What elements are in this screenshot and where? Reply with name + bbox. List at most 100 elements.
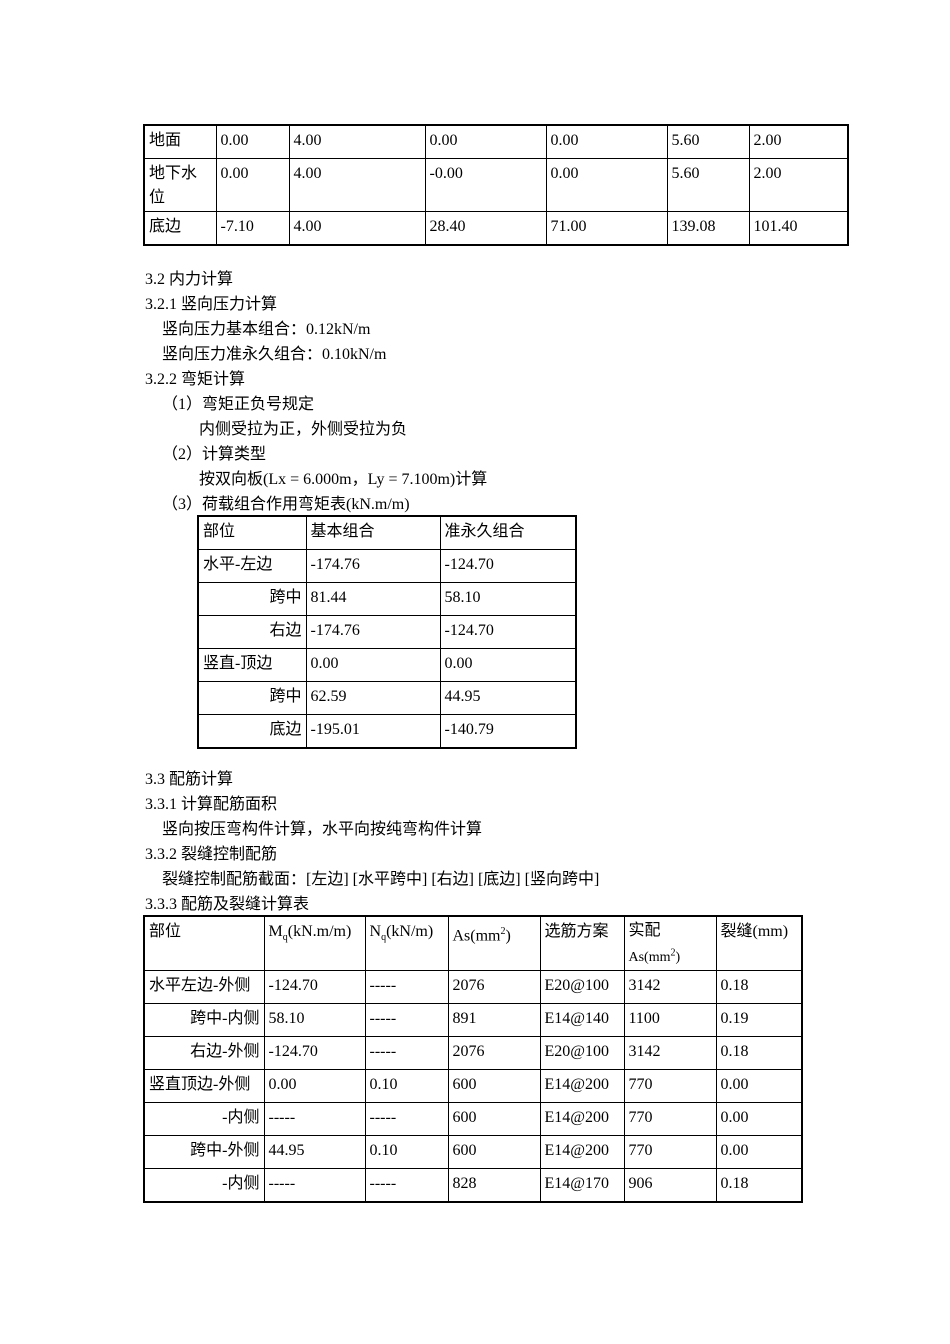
section-3-3-1-text: 竖向按压弯构件计算，水平向按纯弯构件计算 <box>162 821 483 838</box>
table-cell: -124.70 <box>439 615 577 649</box>
table-cell: ----- <box>364 1168 449 1203</box>
section-3-3-2-title: 3.3.2 裂缝控制配筋 <box>145 846 278 863</box>
load-table: 地面 0.00 4.00 0.00 0.00 5.60 2.00 地下水位 0.00 4.00 -0… <box>143 124 849 246</box>
table-cell: -124.70 <box>263 1036 366 1070</box>
table-cell: 4.00 <box>288 211 426 246</box>
table-cell: 水平左边-外侧 <box>143 970 265 1004</box>
table-cell: ----- <box>263 1168 366 1203</box>
table-cell: ----- <box>364 1036 449 1070</box>
table-row: -内侧 ----- ----- 600 E14@200 770 0.00 <box>143 1102 803 1136</box>
header-nq: Nq(kN/m) <box>364 915 449 971</box>
section-3-2-title: 3.2 内力计算 <box>145 271 234 288</box>
table-cell: -0.00 <box>424 158 547 212</box>
table-cell: 5.60 <box>666 124 750 159</box>
table-cell: 水平-左边 <box>197 549 307 583</box>
table-header-row: 部位 Mq(kN.m/m) Nq(kN/m) As(mm2) 选筋方案 实配 As… <box>143 915 803 971</box>
table-cell: 竖直顶边-外侧 <box>143 1069 265 1103</box>
section-3-3-1-title: 3.3.1 计算配筋面积 <box>145 796 278 813</box>
table-cell: -内侧 <box>143 1168 265 1203</box>
header-mq: Mq(kN.m/m) <box>263 915 366 971</box>
table-cell: ----- <box>364 970 449 1004</box>
table-cell: 600 <box>447 1135 541 1169</box>
table-cell: 770 <box>623 1102 717 1136</box>
table-cell: 0.18 <box>715 1036 803 1070</box>
table-cell: 跨中 <box>197 681 307 715</box>
table-cell: 跨中 <box>197 582 307 616</box>
table-cell: 2076 <box>447 1036 541 1070</box>
table-cell: 0.00 <box>715 1102 803 1136</box>
table-cell: 0.00 <box>715 1135 803 1169</box>
header-as: As(mm2) <box>447 915 541 971</box>
table-cell: 5.60 <box>666 158 750 212</box>
table-cell: 0.19 <box>715 1003 803 1037</box>
table-cell: 2076 <box>447 970 541 1004</box>
item-2: （2）计算类型 <box>162 446 267 463</box>
table-cell: 58.10 <box>263 1003 366 1037</box>
table-row: 水平左边-外侧 -124.70 ----- 2076 E20@100 3142 0.18 <box>143 970 803 1004</box>
table-cell: 44.95 <box>439 681 577 715</box>
table-cell: 770 <box>623 1069 717 1103</box>
table-header-row: 部位 基本组合 准永久组合 <box>197 515 577 550</box>
table-cell: E14@200 <box>539 1069 625 1103</box>
table-cell: E14@170 <box>539 1168 625 1203</box>
table-cell: 0.00 <box>263 1069 366 1103</box>
item-1-text: 内侧受拉为正，外侧受拉为负 <box>199 421 408 438</box>
table-cell: 770 <box>623 1135 717 1169</box>
table-cell: 0.00 <box>439 648 577 682</box>
table-row: -内侧 ----- ----- 828 E14@170 906 0.18 <box>143 1168 803 1203</box>
table-cell: 81.44 <box>305 582 441 616</box>
table-cell: 0.00 <box>215 124 290 159</box>
table-cell: E14@140 <box>539 1003 625 1037</box>
header-cell: 部位 <box>197 515 307 550</box>
table-cell: 0.18 <box>715 1168 803 1203</box>
section-3-2-1-title: 3.2.1 竖向压力计算 <box>145 296 278 313</box>
table-cell: E20@100 <box>539 1036 625 1070</box>
header-crack: 裂缝(mm) <box>715 915 803 971</box>
table-cell: 600 <box>447 1102 541 1136</box>
table-cell: 1100 <box>623 1003 717 1037</box>
table-row: 跨中-外侧 44.95 0.10 600 E14@200 770 0.00 <box>143 1135 803 1169</box>
reinforcement-table: 部位 Mq(kN.m/m) Nq(kN/m) As(mm2) 选筋方案 实配 As… <box>143 915 803 1203</box>
table-cell: 跨中-外侧 <box>143 1135 265 1169</box>
table-cell: 地面 <box>143 124 217 159</box>
table-cell: -124.70 <box>439 549 577 583</box>
section-3-3-2-text: 裂缝控制配筋截面：[左边] [水平跨中] [右边] [底边] [竖向跨中] <box>162 871 600 888</box>
table-row: 水平-左边 -174.76 -124.70 <box>197 549 577 583</box>
table-cell: 28.40 <box>424 211 547 246</box>
section-3-2-2-title: 3.2.2 弯矩计算 <box>145 371 246 388</box>
table-cell: 0.00 <box>215 158 290 212</box>
table-cell: -内侧 <box>143 1102 265 1136</box>
item-1: （1）弯矩正负号规定 <box>162 396 315 413</box>
item-3: （3）荷载组合作用弯矩表(kN.m/m) <box>162 496 410 513</box>
table-cell: 0.00 <box>305 648 441 682</box>
vertical-pressure-basic: 竖向压力基本组合：0.12kN/m <box>162 321 371 338</box>
item-2-text: 按双向板(Lx = 6.000m，Ly = 7.100m)计算 <box>199 471 488 488</box>
table-cell: 2.00 <box>748 158 849 212</box>
header-cell: 准永久组合 <box>439 515 577 550</box>
table-row: 地下水位 0.00 4.00 -0.00 0.00 5.60 2.00 <box>143 158 849 212</box>
table-row: 竖直-顶边 0.00 0.00 <box>197 648 577 682</box>
table-cell: 0.00 <box>545 158 668 212</box>
table-row: 竖直顶边-外侧 0.00 0.10 600 E14@200 770 0.00 <box>143 1069 803 1103</box>
moment-table: 部位 基本组合 准永久组合 水平-左边 -174.76 -124.70 跨中 81.44 58.… <box>197 515 577 749</box>
table-cell: 44.95 <box>263 1135 366 1169</box>
table-row: 跨中 81.44 58.10 <box>197 582 577 616</box>
table-cell: 0.00 <box>715 1069 803 1103</box>
table-cell: 0.10 <box>364 1069 449 1103</box>
table-cell: 底边 <box>143 211 217 246</box>
table-cell: 906 <box>623 1168 717 1203</box>
table-cell: 0.10 <box>364 1135 449 1169</box>
table-cell: 101.40 <box>748 211 849 246</box>
table-cell: -140.79 <box>439 714 577 749</box>
table-row: 底边 -7.10 4.00 28.40 71.00 139.08 101.40 <box>143 211 849 246</box>
table-cell: 0.18 <box>715 970 803 1004</box>
table-cell: 828 <box>447 1168 541 1203</box>
table-row: 底边 -195.01 -140.79 <box>197 714 577 749</box>
table-cell: 竖直-顶边 <box>197 648 307 682</box>
table-cell: 71.00 <box>545 211 668 246</box>
table-row: 右边-外侧 -124.70 ----- 2076 E20@100 3142 0.18 <box>143 1036 803 1070</box>
header-scheme: 选筋方案 <box>539 915 625 971</box>
table-cell: 底边 <box>197 714 307 749</box>
table-cell: 3142 <box>623 970 717 1004</box>
table-cell: 2.00 <box>748 124 849 159</box>
